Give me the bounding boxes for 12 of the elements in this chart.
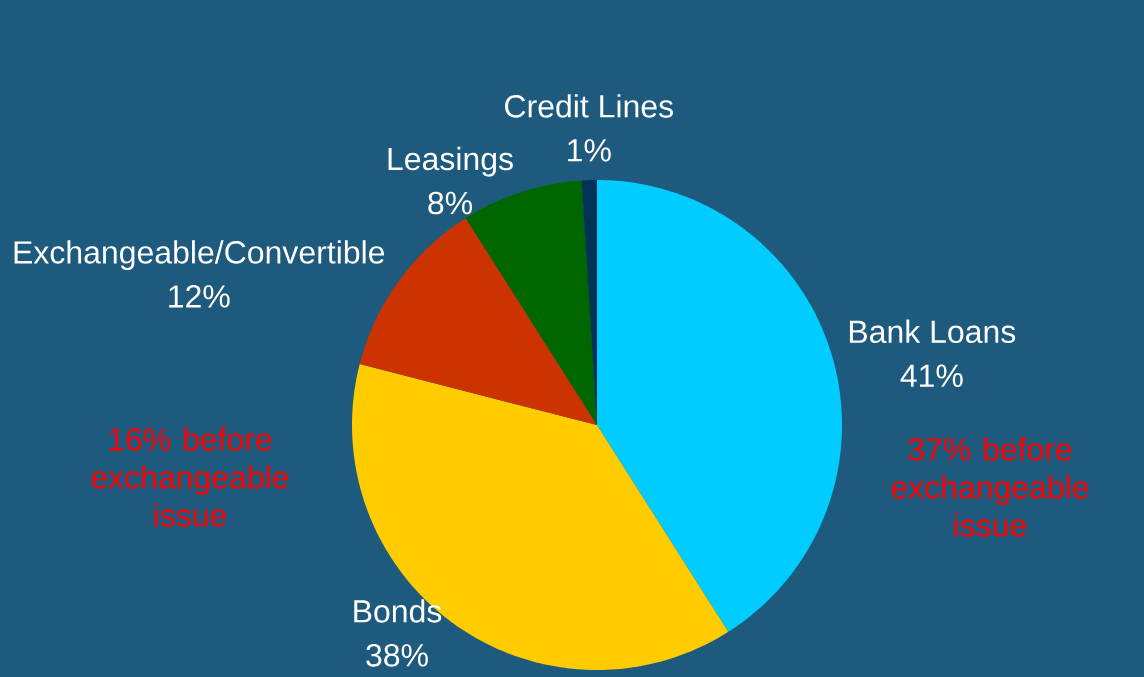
text: 37% before exchangeable issue — [891, 437, 1089, 537]
data-label: 8% — [428, 191, 472, 215]
slice-label: Bonds — [354, 599, 442, 623]
slice-label: Bank Loans — [849, 319, 1016, 344]
text: 16% before exchangeable issue — [91, 427, 289, 527]
data-label: 41% — [900, 364, 963, 387]
data-label: 1% — [568, 139, 611, 162]
slice-label: Leasings — [388, 146, 513, 177]
data-label: 38% — [366, 643, 428, 667]
data-label: 12% — [169, 285, 230, 308]
slice-label: Credit Lines — [505, 94, 673, 118]
slice-label: Exchangeable/Convertible — [14, 240, 385, 271]
